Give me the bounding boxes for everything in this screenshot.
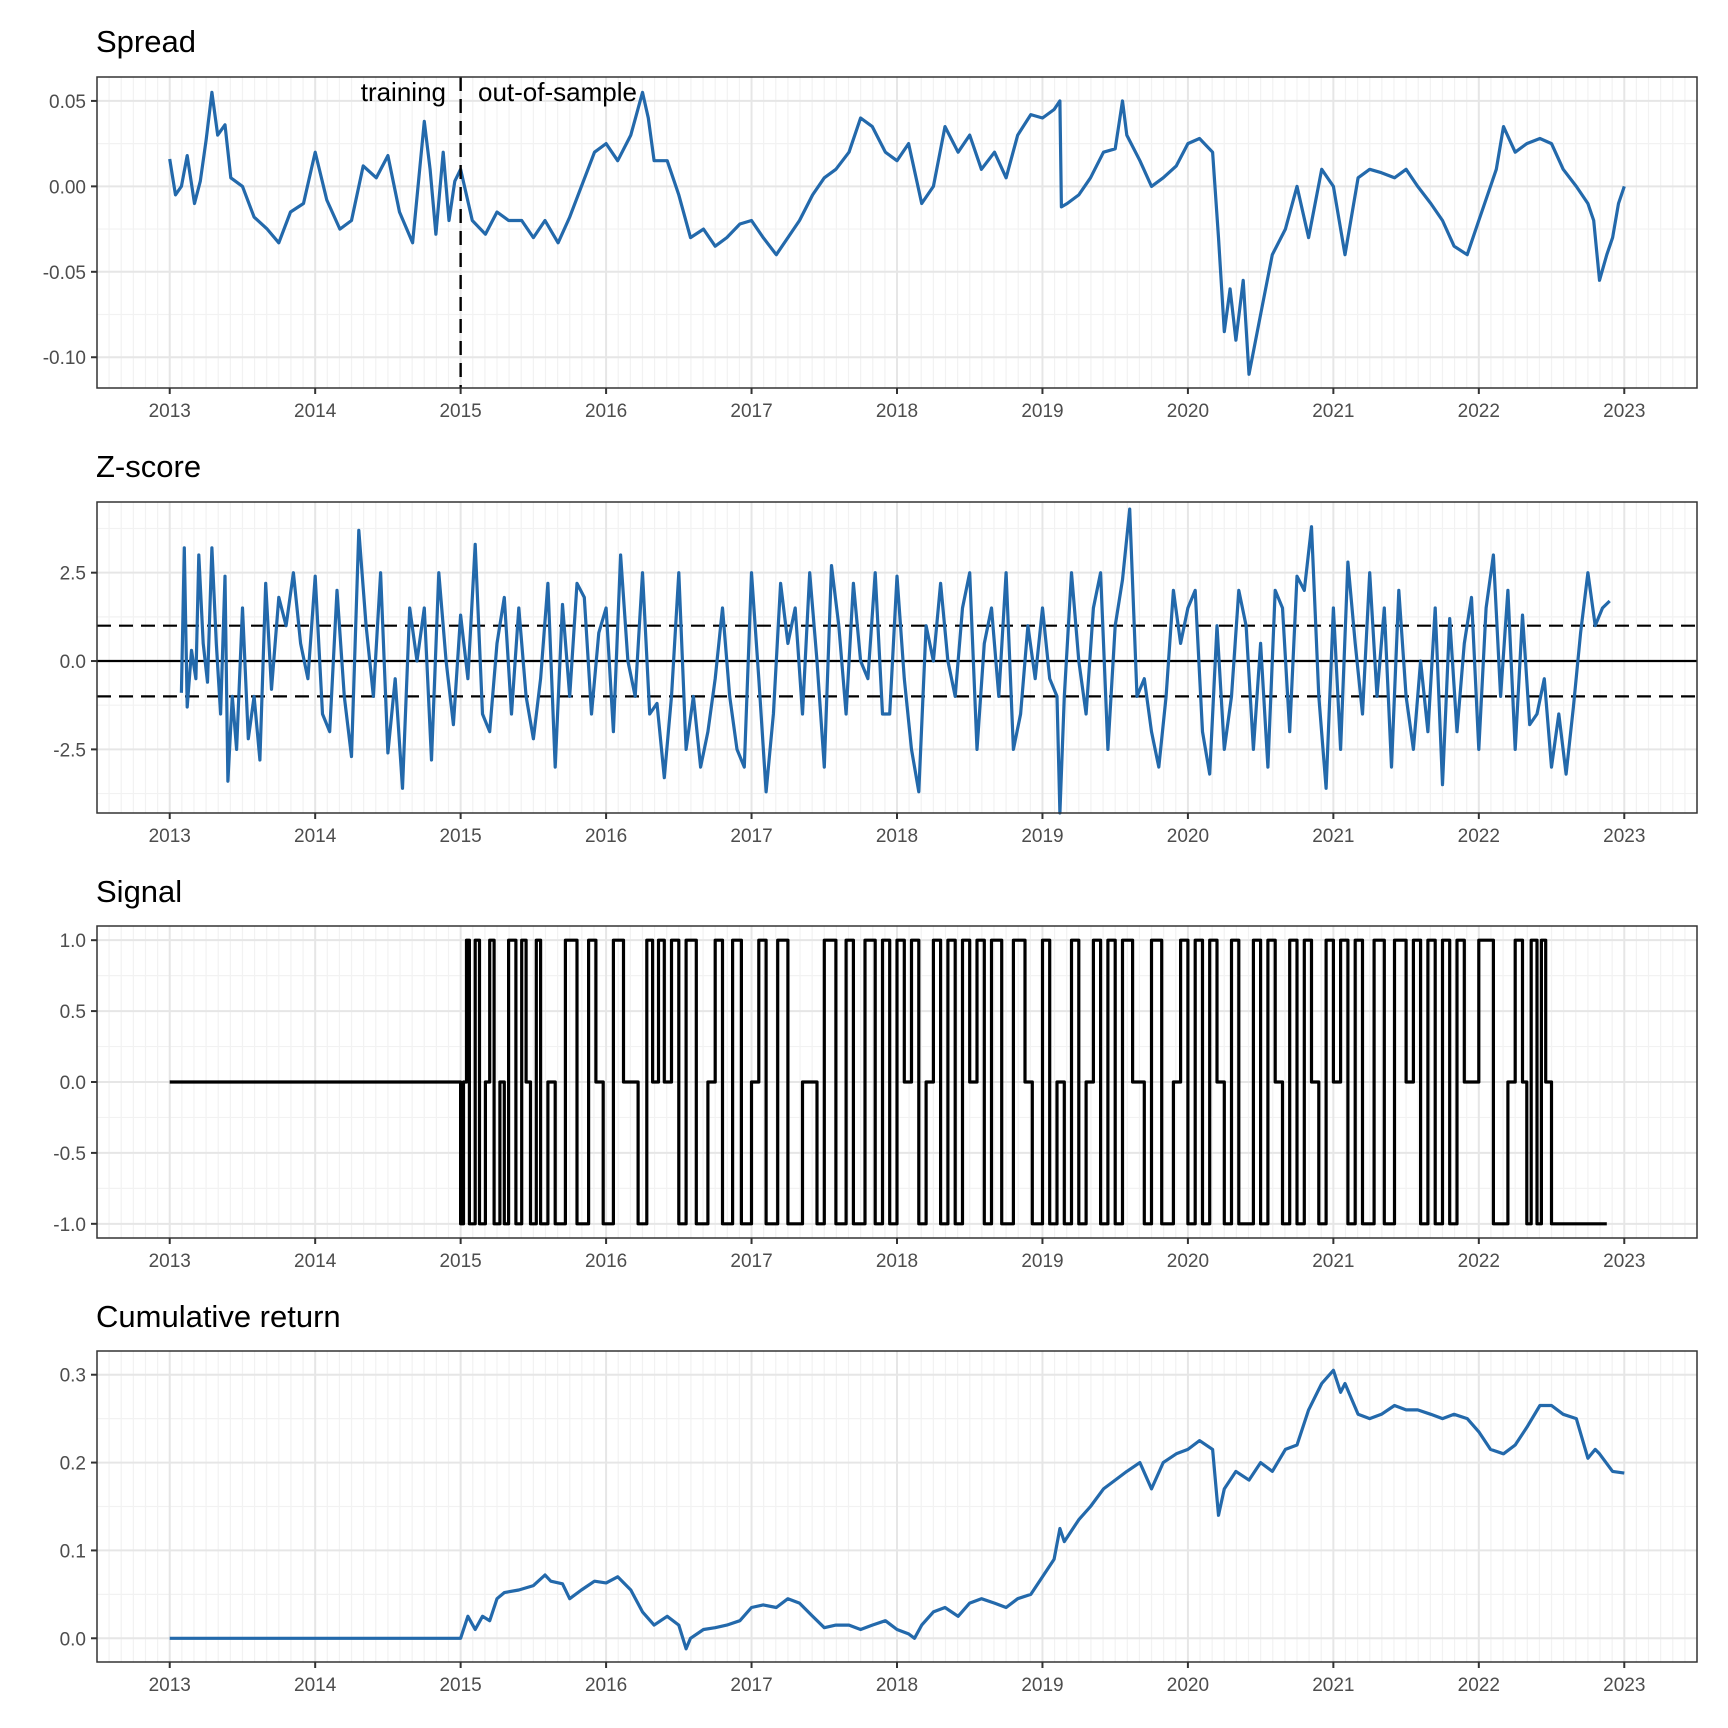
x-tick-label: 2017 [730, 1251, 772, 1272]
y-tick-label: 0.2 [60, 1454, 86, 1475]
x-tick-label: 2014 [294, 1251, 337, 1272]
y-tick-label: 0.05 [49, 92, 86, 113]
x-tick-label: 2013 [149, 1251, 191, 1272]
x-tick-label: 2021 [1312, 1251, 1354, 1272]
y-tick-label: 2.5 [60, 564, 86, 585]
x-tick-label: 2023 [1603, 1251, 1645, 1272]
signal-series-line [169, 938, 1607, 1226]
spread-panel: Spread 0.05 0.00 -0.05 -0.10 2013 2014 2015 201… [43, 24, 1698, 422]
x-tick-label: 2017 [730, 1675, 772, 1696]
x-tick-label: 2014 [294, 826, 337, 847]
y-tick-label: 0.5 [60, 1002, 86, 1023]
cumulative_return-gridlines [96, 1351, 1698, 1662]
x-tick-label: 2016 [585, 401, 627, 422]
x-tick-label: 2018 [876, 1251, 918, 1272]
x-tick-label: 2017 [730, 826, 772, 847]
y-tick-label: 0.1 [60, 1541, 86, 1562]
training-label: training [361, 77, 446, 107]
x-tick-label: 2014 [294, 1675, 337, 1696]
x-tick-label: 2016 [585, 1251, 627, 1272]
zscore-panel: Z-score 2.5 0.0 -2.5 2013 2014 2015 2016 2017 20… [53, 449, 1698, 847]
cumulative_return-series-line [169, 1368, 1625, 1651]
x-tick-label: 2018 [876, 401, 918, 422]
x-tick-label: 2015 [439, 1251, 481, 1272]
y-tick-label: -0.10 [43, 348, 86, 369]
y-tick-label: -2.5 [53, 740, 86, 761]
spread-panel-title: Spread [96, 24, 196, 59]
x-tick-label: 2022 [1458, 1251, 1500, 1272]
zscore-gridlines [96, 502, 1698, 813]
x-tick-label: 2020 [1167, 401, 1209, 422]
x-tick-label: 2021 [1312, 1675, 1354, 1696]
x-tick-label: 2013 [149, 401, 191, 422]
x-tick-label: 2021 [1312, 401, 1354, 422]
cumulative-return-panel: Cumulative return 0.3 0.2 0.1 0.0 2013 2014 20… [60, 1299, 1698, 1696]
x-tick-label: 2018 [876, 826, 918, 847]
x-tick-label: 2017 [730, 401, 772, 422]
x-tick-label: 2013 [149, 1675, 191, 1696]
signal-panel: Signal 1.0 0.5 0.0 -0.5 -1.0 2013 2014 2015 2016… [53, 874, 1698, 1272]
y-tick-label: -0.5 [53, 1144, 86, 1165]
x-tick-label: 2015 [439, 1675, 481, 1696]
signal-panel-title: Signal [96, 874, 182, 909]
x-tick-label: 2014 [294, 401, 337, 422]
y-tick-label: 1.0 [60, 931, 86, 952]
x-tick-label: 2015 [439, 826, 481, 847]
x-tick-label: 2022 [1458, 826, 1500, 847]
x-tick-label: 2021 [1312, 826, 1354, 847]
x-tick-label: 2019 [1021, 401, 1063, 422]
x-tick-label: 2020 [1167, 1675, 1209, 1696]
x-tick-label: 2016 [585, 1675, 627, 1696]
y-tick-label: -1.0 [53, 1215, 86, 1236]
x-tick-label: 2018 [876, 1675, 918, 1696]
x-tick-label: 2023 [1603, 1675, 1645, 1696]
y-tick-label: 0.0 [60, 652, 86, 673]
x-tick-label: 2023 [1603, 826, 1645, 847]
x-tick-label: 2019 [1021, 826, 1063, 847]
x-tick-label: 2022 [1458, 1675, 1500, 1696]
x-tick-label: 2023 [1603, 401, 1645, 422]
spread-gridlines [96, 77, 1698, 388]
x-tick-label: 2020 [1167, 1251, 1209, 1272]
x-tick-label: 2019 [1021, 1675, 1063, 1696]
x-tick-label: 2019 [1021, 1251, 1063, 1272]
out-of-sample-label: out-of-sample [478, 77, 637, 107]
zscore-panel-title: Z-score [96, 449, 201, 484]
y-tick-label: 0.0 [60, 1073, 86, 1094]
x-tick-label: 2013 [149, 826, 191, 847]
y-tick-label: -0.05 [43, 263, 86, 284]
y-tick-label: 0.3 [60, 1366, 86, 1387]
cumulative-return-panel-title: Cumulative return [96, 1299, 341, 1334]
zscore-series-line [179, 507, 1611, 815]
x-tick-label: 2016 [585, 826, 627, 847]
x-tick-label: 2022 [1458, 401, 1500, 422]
x-tick-label: 2015 [439, 401, 481, 422]
x-tick-label: 2020 [1167, 826, 1209, 847]
spread-series-line [168, 90, 1626, 376]
y-tick-label: 0.0 [60, 1629, 86, 1650]
y-tick-label: 0.00 [49, 177, 86, 198]
